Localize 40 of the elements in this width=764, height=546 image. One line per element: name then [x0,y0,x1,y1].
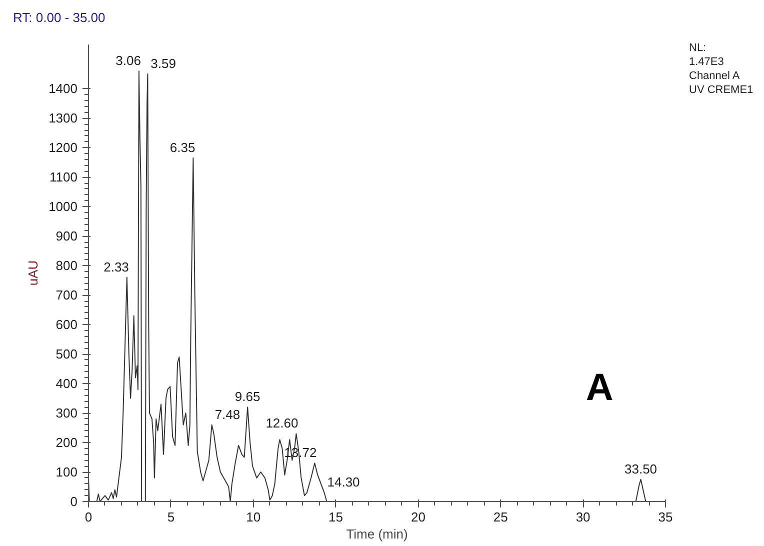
text: UV CREME1 [689,84,754,96]
y-tick-label: 900 [56,228,78,244]
x-tick-label: 25 [493,510,508,524]
y-tick-label: 100 [56,464,78,480]
annotation: 7.48 [214,406,240,422]
y-tick-label: 400 [56,376,78,392]
y-tick-label: 500 [56,346,78,362]
text: RT: 0.00 - 35.00 [13,9,106,27]
x-tick-label: 5 [167,510,175,524]
annotation: 14.30 [327,474,360,490]
x-tick-label: 30 [576,510,590,524]
x-tick-label: 35 [658,510,673,524]
annotation: A [586,366,614,409]
y-axis-title: uAU [26,260,41,286]
x-tick-label: 15 [328,510,344,524]
y-tick-label: 600 [56,317,78,332]
annotation: 9.65 [234,389,260,404]
y-tick-label: 200 [56,435,78,450]
text: Channel A [689,70,740,82]
y-tick-label: 1100 [50,170,78,185]
y-tick-label: 1400 [48,81,78,96]
annotation: 33.50 [624,461,658,476]
annotation: 6.35 [170,140,196,156]
y-tick-label: 800 [56,258,78,274]
y-tick-label: 700 [56,288,78,303]
annotation: 2.33 [104,259,129,274]
x-tick-label: 10 [246,510,261,524]
y-tick-label: 1200 [48,140,78,156]
text: 1.47E3 [689,56,724,68]
y-tick-label: 0 [70,494,78,509]
x-tick-label: 20 [410,510,426,524]
x-axis-title: Time (min) [346,526,408,542]
y-tick-label: 1300 [48,110,78,126]
annotation: 12.60 [266,416,298,431]
y-tick-label: 300 [56,406,78,421]
annotation: 3.06 [116,53,141,68]
x-tick-label: 0 [84,510,92,524]
text: NL: [689,42,706,54]
annotation: 3.59 [150,56,176,71]
y-tick-label: 1000 [48,199,78,214]
